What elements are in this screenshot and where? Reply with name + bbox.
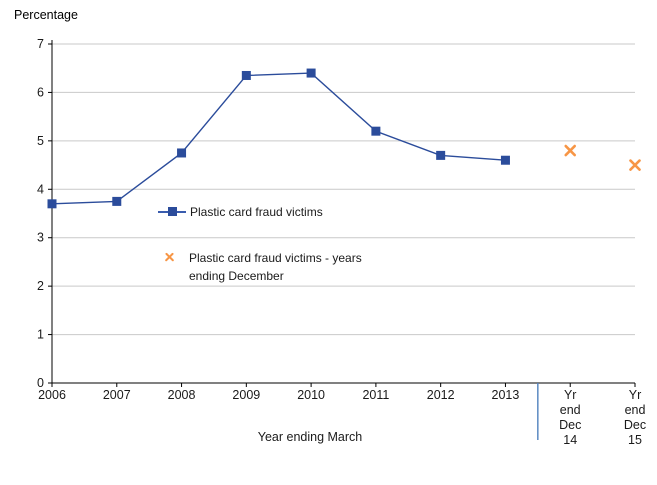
y-tick-label: 5: [37, 134, 44, 148]
x-tick-label: Yr end Dec 14: [559, 388, 581, 447]
x-tick-label: 2013: [492, 388, 520, 402]
data-point-marker: [112, 196, 122, 206]
x-tick-label: 2012: [427, 388, 455, 402]
y-tick-label: 6: [37, 85, 44, 99]
legend-item-plastic-card-fraud: Plastic card fraud victims: [158, 203, 323, 221]
data-point-marker: [371, 126, 381, 136]
y-tick-label: 2: [37, 279, 44, 293]
data-point-marker: [241, 70, 251, 80]
series-line-plastic-card-fraud: [51, 72, 506, 205]
x-tick-label: 2008: [168, 388, 196, 402]
legend-label: Plastic card fraud victims: [190, 205, 323, 219]
square-marker-icon: [158, 207, 186, 216]
data-point-marker: [177, 148, 187, 158]
y-tick-label: 1: [37, 328, 44, 342]
y-tick-label: 3: [37, 231, 44, 245]
data-point-marker: [47, 199, 57, 209]
x-tick-label: 2010: [297, 388, 325, 402]
x-tick-label: 2006: [38, 388, 66, 402]
data-point-marker: [306, 68, 316, 78]
chart-title: Percentage: [14, 8, 78, 22]
y-tick-label: 0: [37, 376, 44, 390]
x-axis-title: Year ending March: [257, 430, 363, 444]
data-point-marker: [436, 150, 446, 160]
data-point-marker: [500, 155, 510, 165]
december-x-marker: [564, 144, 577, 157]
y-tick-label: 4: [37, 182, 44, 196]
x-tick-label: 2011: [362, 388, 389, 402]
legend-label-line1: Plastic card fraud victims - years: [189, 251, 362, 265]
x-tick-label: Yr end Dec 15: [624, 388, 646, 447]
x-tick-label: 2007: [103, 388, 131, 402]
legend-label-line2: ending December: [189, 269, 284, 283]
december-x-marker: [629, 159, 641, 171]
legend-item-december-years: Plastic card fraud victims - years endin…: [163, 249, 362, 285]
y-tick-label: 7: [37, 37, 44, 51]
x-marker-icon: [163, 251, 175, 263]
x-tick-label: 2009: [232, 388, 260, 402]
